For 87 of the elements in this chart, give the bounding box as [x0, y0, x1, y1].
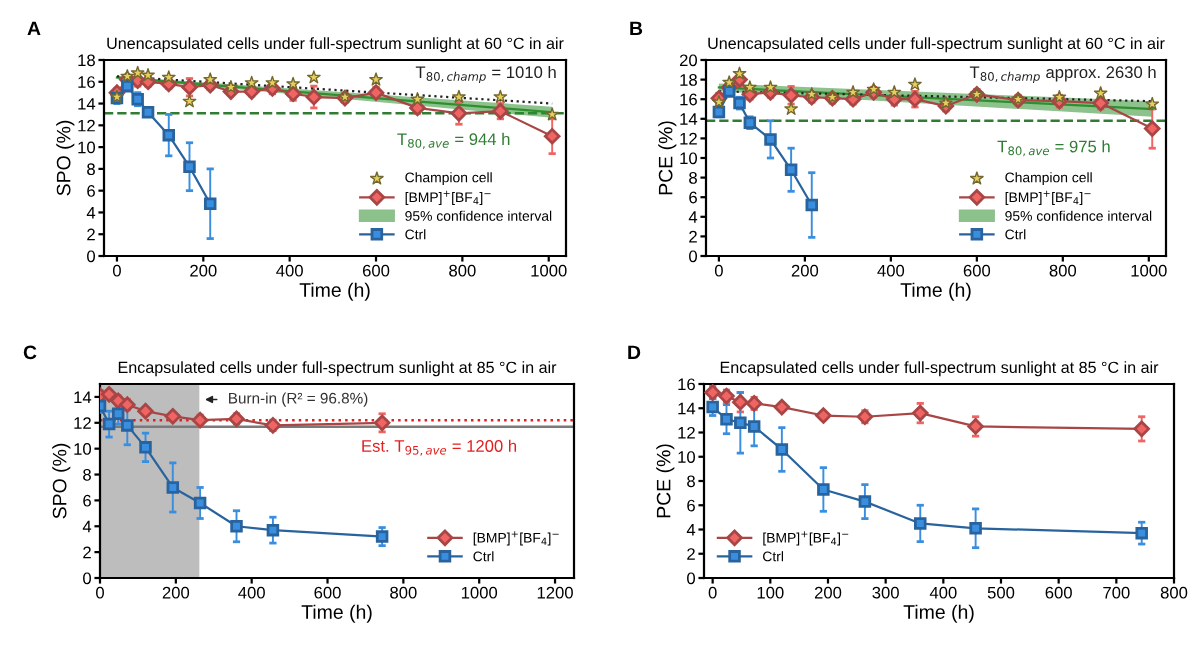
y-tick-label: 8 [83, 468, 91, 481]
y-tick-label: 12 [678, 426, 695, 439]
chart-title: Unencapsulated cells under full-spectrum sunlight at 60 °C in air [708, 37, 1165, 53]
y-tick-label: 12 [74, 417, 91, 429]
text: B [630, 21, 643, 36]
y-tick-label: 2 [689, 230, 697, 243]
y-tick-label: 4 [86, 207, 96, 219]
x-tick-label: 100 [757, 586, 784, 599]
y-tick-label: 12 [78, 119, 95, 132]
y-axis-title: SPO (%) [52, 443, 71, 519]
annotation: Est. T$_{95,ave}$ = 1200 h [362, 439, 517, 456]
annotation: T$_{80,ave}$ = 975 h [997, 140, 1110, 157]
y-tick-label: 2 [87, 228, 95, 241]
x-tick-label: 200 [190, 264, 217, 277]
y-tick-label: 14 [78, 98, 96, 110]
y-tick-label: 16 [678, 378, 695, 391]
y-tick-label: 12 [680, 132, 697, 145]
y-tick-label: 0 [687, 572, 696, 585]
y-tick-label: 0 [689, 250, 698, 263]
x-tick-label: 400 [877, 264, 905, 277]
y-tick-label: 18 [680, 74, 697, 86]
y-tick-label: 0 [83, 572, 92, 585]
y-tick-label: 6 [689, 191, 697, 204]
y-tick-label: 0 [87, 250, 96, 263]
x-axis-title: Time (h) [301, 604, 372, 623]
x-tick-label: 200 [791, 264, 819, 277]
y-axis-title: SPO (%) [56, 120, 75, 196]
text: D [628, 345, 641, 360]
y-tick-label: 10 [680, 152, 698, 165]
x-tick-label: 600 [314, 586, 341, 599]
x-tick-label: 1000 [1131, 264, 1167, 277]
chart-title: Encapsulated cells under full-spectrum sunlight at 85 °C in air [720, 361, 1159, 377]
y-tick-label: 14 [680, 113, 698, 125]
x-tick-label: 1000 [461, 586, 498, 599]
x-tick-label: 400 [929, 586, 957, 599]
y-tick-label: 2 [83, 546, 91, 559]
y-tick-label: 6 [687, 499, 695, 512]
y-tick-label: 18 [78, 54, 95, 67]
x-tick-label: 300 [872, 586, 899, 599]
y-tick-label: 20 [679, 54, 698, 67]
annotation: T$_{80,champ}$ approx. 2630 h [969, 65, 1156, 84]
x-tick-label: 0 [714, 264, 723, 277]
x-tick-label: 800 [1160, 586, 1188, 599]
y-tick-label: 4 [82, 520, 92, 533]
x-tick-label: 600 [1045, 586, 1072, 599]
y-tick-label: 2 [687, 548, 695, 560]
x-tick-label: 1000 [531, 264, 567, 277]
y-tick-label: 6 [87, 185, 95, 197]
annotation: T$_{80,champ}$ = 1010 h [415, 65, 556, 84]
text: C [23, 345, 37, 360]
x-tick-label: 800 [390, 586, 417, 599]
x-tick-label: 600 [362, 264, 390, 277]
x-tick-label: 800 [449, 264, 476, 277]
x-tick-label: 400 [238, 586, 265, 599]
x-tick-label: 600 [963, 264, 991, 277]
text: A [27, 21, 41, 36]
annotation: T$_{80,ave}$ = 944 h [397, 132, 510, 149]
y-tick-label: 8 [687, 475, 695, 488]
x-tick-label: 200 [814, 586, 842, 599]
y-tick-label: 4 [688, 211, 698, 223]
y-tick-label: 6 [83, 494, 91, 507]
y-axis-title: PCE (%) [658, 121, 677, 195]
x-tick-label: 500 [987, 586, 1015, 599]
x-tick-label: 0 [708, 586, 717, 599]
y-tick-label: 8 [689, 172, 697, 184]
y-tick-label: 16 [680, 93, 697, 106]
x-tick-label: 800 [1049, 264, 1077, 277]
y-tick-label: 8 [87, 163, 95, 176]
y-tick-label: 16 [78, 76, 95, 88]
x-axis-title: Time (h) [299, 282, 370, 301]
x-tick-label: 400 [276, 264, 303, 277]
x-tick-label: 200 [162, 586, 190, 599]
y-tick-label: 14 [678, 402, 696, 415]
x-axis-title: Time (h) [900, 282, 971, 301]
y-tick-label: 14 [74, 391, 92, 403]
y-tick-label: 10 [678, 451, 696, 463]
chart-title: Unencapsulated cells under full-spectrum sunlight at 60 °C in air [107, 37, 564, 53]
chart-title: Encapsulated cells under full-spectrum sunlight at 85 °C in air [118, 361, 557, 377]
x-tick-label: 700 [1103, 586, 1130, 599]
x-axis-title: Time (h) [903, 604, 974, 623]
y-tick-label: 4 [686, 524, 696, 536]
x-tick-label: 1200 [537, 586, 573, 599]
y-axis-title: PCE (%) [656, 444, 675, 518]
y-tick-label: 10 [74, 443, 92, 455]
x-tick-label: 0 [96, 586, 104, 599]
y-tick-label: 10 [78, 141, 96, 154]
x-tick-label: 0 [112, 264, 121, 277]
